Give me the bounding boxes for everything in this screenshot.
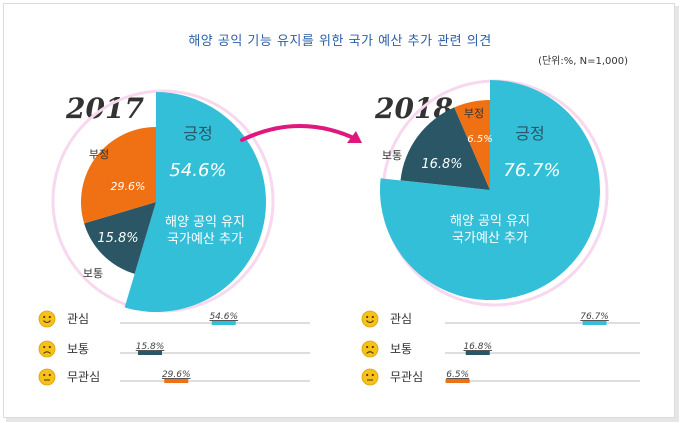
smiley-eye-left-2017-2 (43, 373, 46, 377)
smiley-mouth-2018-0 (366, 320, 374, 324)
legend-value-text-2018-0: 76.7% (580, 312, 609, 322)
smiley-eye-right-2018-2 (371, 373, 374, 377)
legend-row-label-2017-2: 무관심 (67, 370, 100, 384)
smiley-sad-icon-2018-1 (361, 340, 379, 358)
legend-row-label-2018-2: 무관심 (390, 370, 423, 384)
legend-row-label-2018-1: 보통 (390, 342, 412, 356)
center-label-line1-2018: 해양 공익 유지 (450, 214, 530, 229)
chart-frame (3, 3, 675, 418)
value-label-negative-2017: 29.6% (111, 180, 146, 193)
legend-row-label-2018-0: 관심 (390, 312, 412, 326)
smiley-eye-left-2018-0 (366, 315, 369, 319)
smiley-eye-left-2018-1 (366, 345, 369, 349)
smiley-mouth-2018-1 (366, 351, 374, 354)
category-label-neutral-2017: 보통 (83, 267, 103, 280)
smiley-eye-right-2017-0 (48, 315, 51, 319)
smiley-mouth-2017-1 (43, 351, 51, 354)
smiley-neutral-icon-2017-2 (38, 368, 56, 386)
pie-slice-positive-2018 (380, 80, 601, 300)
legend-value-marker-2017-2 (164, 379, 189, 383)
arrow-2017-to-2018 (240, 124, 362, 143)
pie-slice-neutral-2017 (84, 202, 156, 274)
smiley-mouth-2017-0 (43, 320, 51, 324)
legend-value-marker-2017-1 (138, 351, 163, 355)
unit-note: (단위:%, N=1,000) (538, 56, 628, 67)
smiley-eye-left-2017-1 (43, 345, 46, 349)
legend-value-marker-2018-1 (465, 351, 490, 355)
arrow-shaft (240, 124, 360, 142)
center-label-line2-2018: 국가예산 추가 (452, 231, 528, 246)
category-label-negative-2017: 부정 (89, 148, 109, 161)
arrow-head (347, 131, 362, 143)
frame-shadow-right (675, 6, 679, 420)
value-label-neutral-2018: 16.8% (421, 157, 462, 172)
pie-slice-positive-2017 (124, 92, 266, 312)
smiley-eye-left-2018-2 (366, 373, 369, 377)
legend-value-text-2017-1: 15.8% (136, 342, 165, 352)
value-label-neutral-2017: 15.8% (97, 231, 138, 246)
center-label-line1-2017: 해양 공익 유지 (165, 215, 245, 230)
legend-row-label-2017-0: 관심 (67, 312, 89, 326)
legend-value-text-2017-0: 54.6% (209, 312, 238, 322)
smiley-sad-icon-2017-1 (38, 340, 56, 358)
category-label-negative-2018: 부정 (464, 107, 484, 120)
center-label-line2-2017: 국가예산 추가 (167, 232, 243, 247)
smiley-neutral-icon-2018-2 (361, 368, 379, 386)
value-label-positive-2018: 76.7% (503, 160, 560, 181)
category-label-positive-2018: 긍정 (515, 124, 544, 143)
smiley-eye-right-2018-1 (371, 345, 374, 349)
category-label-positive-2017: 긍정 (183, 124, 212, 143)
legend-value-marker-2017-0 (211, 321, 236, 325)
legend-value-marker-2018-2 (445, 379, 470, 383)
value-label-negative-2018: 6.5% (467, 134, 492, 145)
frame-shadow-bottom (6, 418, 679, 422)
smiley-eye-right-2018-0 (371, 315, 374, 319)
category-label-neutral-2018: 보통 (382, 149, 402, 162)
pie-slice-negative-2018 (454, 100, 490, 190)
smiley-eye-right-2017-2 (48, 373, 51, 377)
smiley-eye-left-2017-0 (43, 315, 46, 319)
smiley-happy-icon-2017-0 (38, 310, 56, 328)
pie-slice-negative-2017 (80, 127, 156, 224)
smiley-happy-icon-2018-0 (361, 310, 379, 328)
legend-value-text-2017-2: 29.6% (162, 370, 191, 380)
pie-slice-neutral-2018 (400, 107, 490, 190)
legend-row-label-2017-1: 보통 (67, 342, 89, 356)
legend-value-text-2018-1: 16.8% (463, 342, 492, 352)
value-label-positive-2017: 54.6% (169, 160, 226, 181)
chart-title: 해양 공익 기능 유지를 위한 국가 예산 추가 관련 의견 (188, 34, 492, 49)
smiley-eye-right-2017-1 (48, 345, 51, 349)
legend-value-text-2018-2: 6.5% (446, 370, 469, 380)
legend-value-marker-2018-0 (582, 321, 607, 325)
